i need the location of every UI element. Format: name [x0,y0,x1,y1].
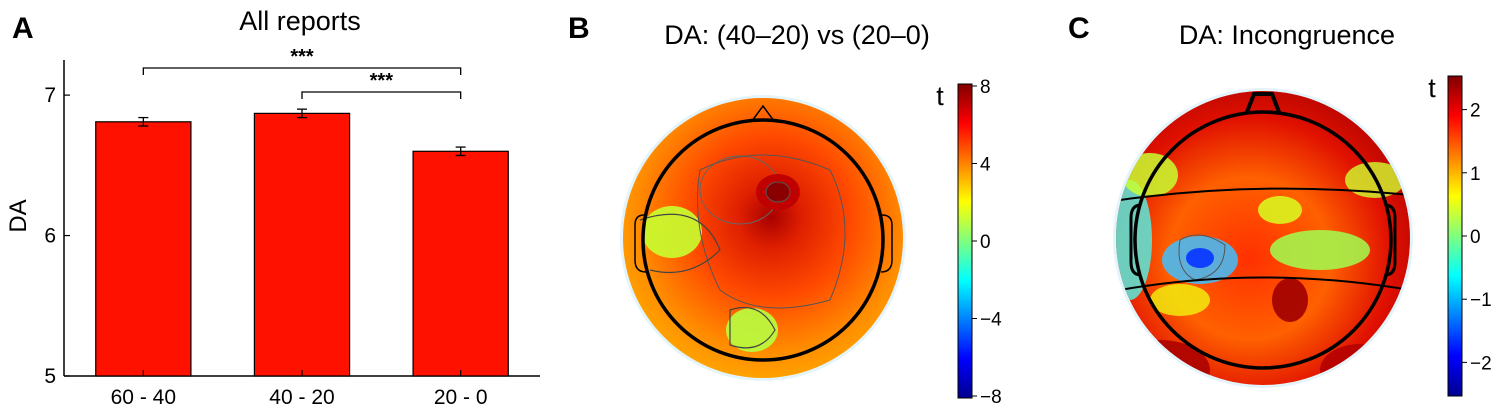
nose-outline [1245,92,1281,113]
panel-a-letter: A [12,12,34,45]
colorbar-tick-label: 0 [1470,227,1481,248]
panel-a: A All reports DA 5 6 7 60 - 40 40 - 20 20 - 0… [5,6,540,409]
colorbar-c: t 2 1 0 −1 −2 [1428,73,1492,397]
x-tick-label: 20 - 0 [434,386,488,409]
chart-b-title: DA: (40–20) vs (20–0) [664,20,930,50]
x-tick-label: 40 - 20 [269,386,334,409]
chart-c-title: DA: Incongruence [1179,20,1395,50]
bar-chart-a: 5 6 7 60 - 40 40 - 20 20 - 0 *** *** [44,46,540,409]
panel-b-letter: B [568,12,590,45]
head-outline [1133,110,1393,370]
colorbar-c-label: t [1428,73,1436,103]
y-axis-label: DA [5,199,32,232]
colorbar-tick-label: −4 [980,310,1002,331]
left-ear [1129,203,1142,277]
colorbar-tick-label: 8 [980,77,991,98]
panel-c-letter: C [1068,12,1090,45]
panel-c: C DA: Incongruence [1068,12,1492,397]
significance-bracket [142,67,462,75]
colorbar-tick-label: 4 [980,155,991,176]
significance-label: *** [370,70,394,92]
right-ear [880,214,893,273]
y-tick-label: 5 [44,365,56,388]
colorbar-tick-label: −8 [980,387,1002,408]
colorbar-b-label: t [936,81,944,111]
bar [95,121,192,377]
topomap-c [1113,88,1413,388]
x-tick-label: 60 - 40 [111,386,176,409]
bar [412,150,509,377]
colorbar-tick-label: −2 [1470,353,1492,374]
nose-outline [751,104,775,122]
significance-label: *** [290,46,314,68]
colorbar-tick-label: −1 [1470,290,1492,311]
left-ear [634,214,647,273]
colorbar-tick-label: 2 [1470,101,1481,122]
y-tick-label: 6 [44,225,56,248]
bar [253,112,351,377]
colorbar-b: t 8 4 0 −4 −8 [936,77,1002,408]
colorbar-tick-label: 0 [980,232,991,253]
panel-b: B DA: (40–20) vs (20–0) t 840− [568,12,1002,408]
colorbar-tick-label: 1 [1470,164,1481,185]
right-ear [1384,203,1397,277]
chart-a-title: All reports [239,6,361,36]
head-outline [641,118,885,362]
significance-bracket [301,91,462,99]
topomap-b [620,95,906,381]
y-tick-label: 7 [44,84,56,107]
